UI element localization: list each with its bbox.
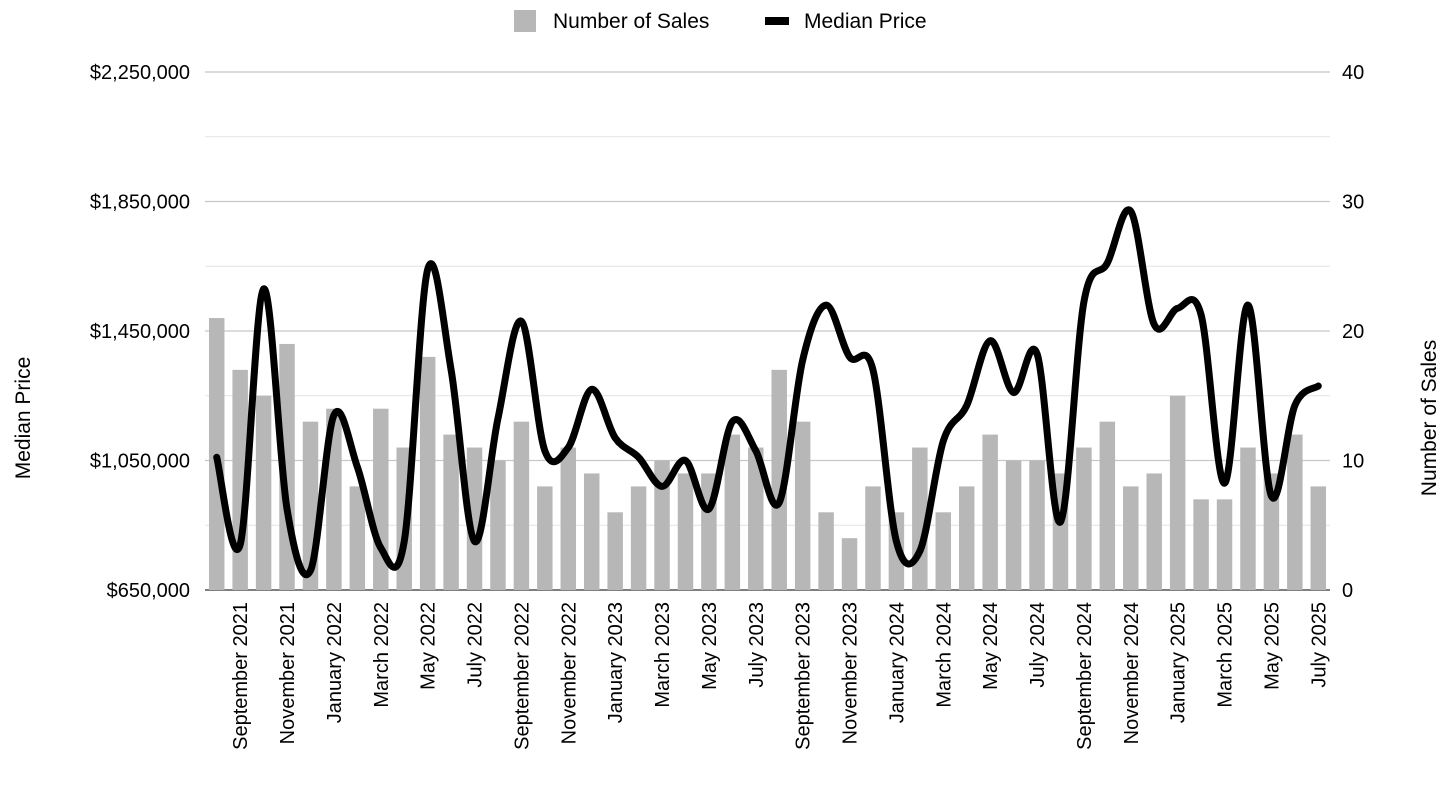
x-tick-label: July 2024 [1027,602,1049,688]
bar-number-of-sales [841,538,858,590]
bar-number-of-sales [958,486,975,590]
x-tick-label: September 2023 [793,602,815,750]
bar-number-of-sales [1216,499,1233,590]
bar-number-of-sales [466,447,483,590]
bar-number-of-sales [677,473,694,590]
bar-number-of-sales [935,512,952,590]
x-tick-label: July 2023 [746,602,768,688]
bar-number-of-sales [1310,486,1327,590]
x-tick-label: March 2025 [1215,602,1237,708]
legend: Number of Sales Median Price [514,10,927,33]
bar-number-of-sales [724,434,741,590]
left-tick-label: $1,050,000 [90,451,190,473]
x-tick-label: September 2024 [1074,602,1096,750]
bar-number-of-sales [1005,460,1022,590]
right-tick-label: 40 [1342,62,1364,84]
x-tick-label: March 2023 [652,602,674,708]
x-tick-label: September 2022 [511,602,533,750]
legend-label-number-of-sales: Number of Sales [553,10,709,33]
x-tick-label: May 2024 [980,602,1002,690]
x-tick-label: January 2024 [886,602,908,723]
right-tick-label: 0 [1342,580,1353,602]
gridlines [205,71,1330,591]
right-tick-label: 30 [1342,192,1364,214]
bar-number-of-sales [982,434,998,590]
bar-number-of-sales [654,460,670,590]
x-tick-label: May 2022 [418,602,440,690]
bar-number-of-sales [537,486,553,590]
right-tick-label: 10 [1342,451,1364,473]
x-tick-label: July 2025 [1308,602,1330,688]
bar-number-of-sales [818,512,834,590]
left-tick-label: $650,000 [107,580,190,602]
axes: $650,000 $1,050,000 $1,450,000 $1,850,000 $2… [90,62,1364,750]
x-tick-label: November 2024 [1121,602,1143,744]
left-tick-label: $2,250,000 [90,62,190,84]
line-median-price [213,206,1322,579]
x-tick-label: May 2023 [699,602,721,690]
bar-number-of-sales [607,512,623,590]
left-tick-label: $1,450,000 [90,321,190,343]
bar-number-of-sales [794,421,811,590]
left-axis-title: Median Price [12,357,35,480]
right-tick-label: 20 [1342,321,1364,343]
bar-number-of-sales [1240,447,1256,590]
x-tick-label: March 2022 [371,602,393,708]
x-tick-label: September 2021 [230,602,252,750]
bar-number-of-sales [583,473,600,590]
x-tick-label: January 2023 [605,602,627,723]
bar-number-of-sales [490,460,506,590]
bar-number-of-sales [1029,460,1045,590]
bar-number-of-sales [1123,486,1139,590]
bar-number-of-sales [771,369,787,590]
bar-number-of-sales [1287,434,1303,590]
bar-number-of-sales [748,447,764,590]
bar-number-of-sales [1099,421,1116,590]
x-tick-label: January 2022 [324,602,346,723]
bar-number-of-sales [1193,499,1209,590]
x-tick-label: November 2021 [277,602,299,744]
bar-number-of-sales [349,486,366,590]
bar-number-of-sales [443,434,459,590]
bar-number-of-sales [1169,395,1186,590]
bar-number-of-sales [1076,447,1092,590]
bar-number-of-sales [1146,473,1162,590]
line-series-median-price [213,206,1322,579]
bar-number-of-sales [255,395,272,590]
bar-series-number-of-sales [208,318,1327,590]
x-tick-label: July 2022 [465,602,487,688]
legend-swatch-number-of-sales [514,10,536,32]
bar-number-of-sales [865,486,881,590]
right-axis-title: Number of Sales [1418,340,1441,496]
bar-number-of-sales [1263,473,1280,590]
bar-number-of-sales [560,447,577,590]
bar-number-of-sales [419,356,436,590]
left-tick-label: $1,850,000 [90,192,190,214]
x-tick-label: November 2023 [840,602,862,744]
x-tick-label: March 2024 [933,602,955,708]
x-tick-label: May 2025 [1261,602,1283,690]
x-tick-label: January 2025 [1168,602,1190,723]
legend-label-median-price: Median Price [804,10,927,33]
legend-swatch-median-price [765,17,789,25]
bar-number-of-sales [630,486,647,590]
bar-number-of-sales [513,421,530,590]
x-tick-label: November 2022 [558,602,580,744]
